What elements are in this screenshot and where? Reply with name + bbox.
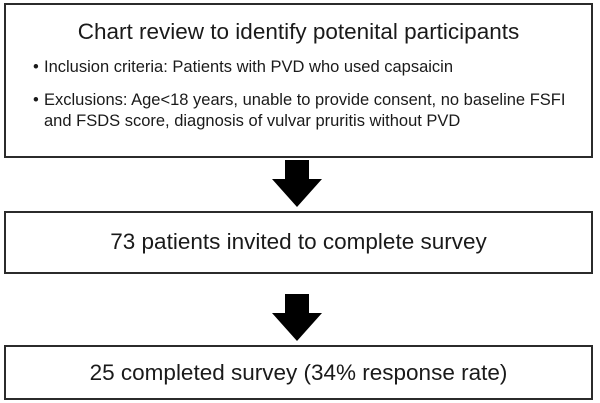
inclusion-criteria-text: Inclusion criteria: Patients with PVD wh… xyxy=(44,58,454,76)
step-box-completed: 25 completed survey (34% response rate) xyxy=(4,345,593,400)
criteria-list: • Inclusion criteria: Patients with PVD … xyxy=(33,57,581,144)
exclusion-criteria-text: Exclusions: Age<18 years, unable to prov… xyxy=(44,91,566,130)
bullet-icon: • xyxy=(33,58,39,76)
step-box-invited: 73 patients invited to complete survey xyxy=(4,211,593,274)
step-title-completed: 25 completed survey (34% response rate) xyxy=(89,360,508,385)
step-box-chart-review: Chart review to identify potenital parti… xyxy=(4,3,593,158)
exclusion-criteria-item: • Exclusions: Age<18 years, unable to pr… xyxy=(33,90,581,132)
step-title-invited: 73 patients invited to complete survey xyxy=(110,229,487,254)
step-title-chart-review: Chart review to identify potenital parti… xyxy=(77,19,520,44)
inclusion-criteria-item: • Inclusion criteria: Patients with PVD … xyxy=(33,57,581,78)
down-arrow-icon xyxy=(272,160,322,207)
bullet-icon: • xyxy=(33,91,39,109)
down-arrow-icon xyxy=(272,294,322,341)
